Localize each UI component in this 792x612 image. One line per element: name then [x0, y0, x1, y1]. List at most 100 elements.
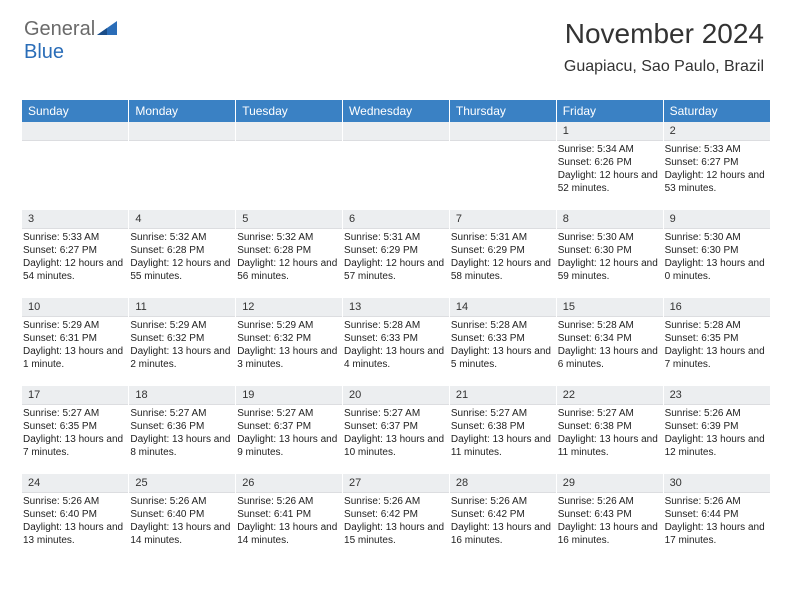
day-body: Sunrise: 5:29 AMSunset: 6:32 PMDaylight:… [129, 317, 235, 372]
day-body: Sunrise: 5:27 AMSunset: 6:37 PMDaylight:… [343, 405, 449, 460]
day-body: Sunrise: 5:33 AMSunset: 6:27 PMDaylight:… [664, 141, 770, 196]
day-body: Sunrise: 5:33 AMSunset: 6:27 PMDaylight:… [22, 229, 128, 284]
day-body: Sunrise: 5:32 AMSunset: 6:28 PMDaylight:… [129, 229, 235, 284]
calendar-week-row: 24Sunrise: 5:26 AMSunset: 6:40 PMDayligh… [22, 474, 770, 562]
calendar-body: 1Sunrise: 5:34 AMSunset: 6:26 PMDaylight… [22, 122, 770, 562]
day-body: Sunrise: 5:30 AMSunset: 6:30 PMDaylight:… [557, 229, 663, 284]
brand-logo: General Blue [24, 18, 117, 64]
day-number: 3 [22, 210, 128, 229]
calendar-day-cell: 17Sunrise: 5:27 AMSunset: 6:35 PMDayligh… [22, 386, 129, 474]
day-number: 25 [129, 474, 235, 493]
day-body: Sunrise: 5:28 AMSunset: 6:35 PMDaylight:… [664, 317, 770, 372]
day-number: 21 [450, 386, 556, 405]
day-body: Sunrise: 5:26 AMSunset: 6:40 PMDaylight:… [129, 493, 235, 548]
day-body: Sunrise: 5:28 AMSunset: 6:33 PMDaylight:… [450, 317, 556, 372]
calendar-day-cell: 21Sunrise: 5:27 AMSunset: 6:38 PMDayligh… [449, 386, 556, 474]
day-number: 10 [22, 298, 128, 317]
day-number: 27 [343, 474, 449, 493]
day-body: Sunrise: 5:28 AMSunset: 6:33 PMDaylight:… [343, 317, 449, 372]
day-body: Sunrise: 5:26 AMSunset: 6:42 PMDaylight:… [450, 493, 556, 548]
day-number-blank [129, 122, 235, 141]
day-body: Sunrise: 5:26 AMSunset: 6:40 PMDaylight:… [22, 493, 128, 548]
day-number: 13 [343, 298, 449, 317]
day-number: 5 [236, 210, 342, 229]
day-number: 20 [343, 386, 449, 405]
day-number-blank [236, 122, 342, 141]
day-header: Friday [556, 100, 663, 122]
day-number: 24 [22, 474, 128, 493]
day-number: 2 [664, 122, 770, 141]
day-number: 30 [664, 474, 770, 493]
day-body: Sunrise: 5:27 AMSunset: 6:38 PMDaylight:… [557, 405, 663, 460]
day-body: Sunrise: 5:26 AMSunset: 6:39 PMDaylight:… [664, 405, 770, 460]
day-header: Saturday [663, 100, 770, 122]
calendar-day-cell: 8Sunrise: 5:30 AMSunset: 6:30 PMDaylight… [556, 210, 663, 298]
calendar-day-cell: 26Sunrise: 5:26 AMSunset: 6:41 PMDayligh… [236, 474, 343, 562]
calendar-day-cell: 7Sunrise: 5:31 AMSunset: 6:29 PMDaylight… [449, 210, 556, 298]
calendar-day-cell: 24Sunrise: 5:26 AMSunset: 6:40 PMDayligh… [22, 474, 129, 562]
calendar-day-cell: 25Sunrise: 5:26 AMSunset: 6:40 PMDayligh… [129, 474, 236, 562]
calendar-day-cell: 19Sunrise: 5:27 AMSunset: 6:37 PMDayligh… [236, 386, 343, 474]
day-body: Sunrise: 5:30 AMSunset: 6:30 PMDaylight:… [664, 229, 770, 284]
calendar-day-cell: 6Sunrise: 5:31 AMSunset: 6:29 PMDaylight… [343, 210, 450, 298]
day-body: Sunrise: 5:27 AMSunset: 6:35 PMDaylight:… [22, 405, 128, 460]
day-number: 23 [664, 386, 770, 405]
calendar-day-cell [236, 122, 343, 210]
calendar-day-cell: 13Sunrise: 5:28 AMSunset: 6:33 PMDayligh… [343, 298, 450, 386]
logo-text-2: Blue [24, 41, 64, 63]
calendar-day-cell: 20Sunrise: 5:27 AMSunset: 6:37 PMDayligh… [343, 386, 450, 474]
calendar-day-cell: 1Sunrise: 5:34 AMSunset: 6:26 PMDaylight… [556, 122, 663, 210]
calendar-day-cell [343, 122, 450, 210]
day-number: 8 [557, 210, 663, 229]
calendar-table: SundayMondayTuesdayWednesdayThursdayFrid… [22, 100, 770, 562]
day-number: 14 [450, 298, 556, 317]
day-body: Sunrise: 5:26 AMSunset: 6:44 PMDaylight:… [664, 493, 770, 548]
day-body: Sunrise: 5:29 AMSunset: 6:31 PMDaylight:… [22, 317, 128, 372]
day-header: Wednesday [343, 100, 450, 122]
day-header: Sunday [22, 100, 129, 122]
location-text: Guapiacu, Sao Paulo, Brazil [564, 58, 764, 76]
day-body: Sunrise: 5:27 AMSunset: 6:37 PMDaylight:… [236, 405, 342, 460]
calendar-day-cell: 11Sunrise: 5:29 AMSunset: 6:32 PMDayligh… [129, 298, 236, 386]
calendar-day-cell [22, 122, 129, 210]
calendar-day-cell: 14Sunrise: 5:28 AMSunset: 6:33 PMDayligh… [449, 298, 556, 386]
day-body: Sunrise: 5:29 AMSunset: 6:32 PMDaylight:… [236, 317, 342, 372]
calendar-week-row: 10Sunrise: 5:29 AMSunset: 6:31 PMDayligh… [22, 298, 770, 386]
calendar-day-cell: 22Sunrise: 5:27 AMSunset: 6:38 PMDayligh… [556, 386, 663, 474]
calendar-day-cell: 28Sunrise: 5:26 AMSunset: 6:42 PMDayligh… [449, 474, 556, 562]
calendar-day-cell: 23Sunrise: 5:26 AMSunset: 6:39 PMDayligh… [663, 386, 770, 474]
calendar-day-cell: 9Sunrise: 5:30 AMSunset: 6:30 PMDaylight… [663, 210, 770, 298]
day-number: 11 [129, 298, 235, 317]
day-body: Sunrise: 5:27 AMSunset: 6:38 PMDaylight:… [450, 405, 556, 460]
day-header: Tuesday [236, 100, 343, 122]
day-body: Sunrise: 5:31 AMSunset: 6:29 PMDaylight:… [450, 229, 556, 284]
day-body: Sunrise: 5:27 AMSunset: 6:36 PMDaylight:… [129, 405, 235, 460]
day-number: 7 [450, 210, 556, 229]
calendar-day-cell: 29Sunrise: 5:26 AMSunset: 6:43 PMDayligh… [556, 474, 663, 562]
day-body: Sunrise: 5:26 AMSunset: 6:43 PMDaylight:… [557, 493, 663, 548]
day-number: 28 [450, 474, 556, 493]
day-number: 4 [129, 210, 235, 229]
day-number-blank [450, 122, 556, 141]
day-header: Monday [129, 100, 236, 122]
calendar-day-cell: 18Sunrise: 5:27 AMSunset: 6:36 PMDayligh… [129, 386, 236, 474]
day-header: Thursday [449, 100, 556, 122]
logo-triangle-icon [97, 18, 117, 41]
day-number: 29 [557, 474, 663, 493]
calendar-day-cell: 16Sunrise: 5:28 AMSunset: 6:35 PMDayligh… [663, 298, 770, 386]
day-number-blank [22, 122, 128, 141]
logo-text-1: General [24, 18, 95, 40]
calendar-day-cell: 3Sunrise: 5:33 AMSunset: 6:27 PMDaylight… [22, 210, 129, 298]
calendar-day-cell: 2Sunrise: 5:33 AMSunset: 6:27 PMDaylight… [663, 122, 770, 210]
day-body: Sunrise: 5:26 AMSunset: 6:41 PMDaylight:… [236, 493, 342, 548]
day-number-blank [343, 122, 449, 141]
day-number: 17 [22, 386, 128, 405]
calendar-day-cell: 5Sunrise: 5:32 AMSunset: 6:28 PMDaylight… [236, 210, 343, 298]
day-number: 18 [129, 386, 235, 405]
calendar-day-cell: 4Sunrise: 5:32 AMSunset: 6:28 PMDaylight… [129, 210, 236, 298]
day-number: 22 [557, 386, 663, 405]
calendar-day-cell [449, 122, 556, 210]
calendar-day-cell: 30Sunrise: 5:26 AMSunset: 6:44 PMDayligh… [663, 474, 770, 562]
day-body: Sunrise: 5:31 AMSunset: 6:29 PMDaylight:… [343, 229, 449, 284]
day-body: Sunrise: 5:28 AMSunset: 6:34 PMDaylight:… [557, 317, 663, 372]
